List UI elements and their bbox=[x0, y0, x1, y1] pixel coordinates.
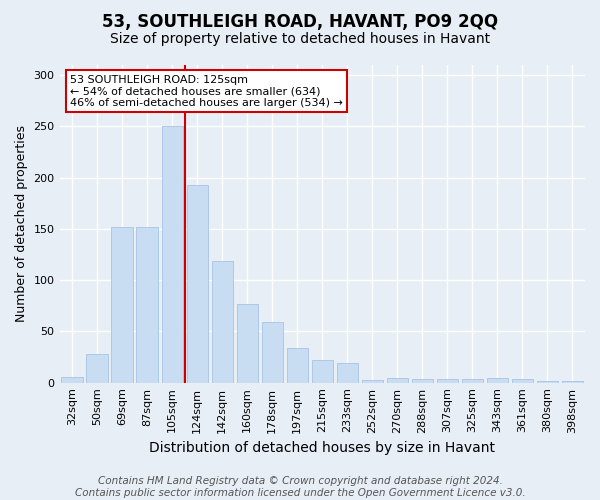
Bar bbox=[112, 227, 133, 382]
Bar bbox=[136, 227, 158, 382]
Bar bbox=[362, 380, 383, 382]
Text: 53 SOUTHLEIGH ROAD: 125sqm
← 54% of detached houses are smaller (634)
46% of sem: 53 SOUTHLEIGH ROAD: 125sqm ← 54% of deta… bbox=[70, 74, 343, 108]
Text: 53, SOUTHLEIGH ROAD, HAVANT, PO9 2QQ: 53, SOUTHLEIGH ROAD, HAVANT, PO9 2QQ bbox=[102, 12, 498, 30]
Text: Size of property relative to detached houses in Havant: Size of property relative to detached ho… bbox=[110, 32, 490, 46]
Bar bbox=[337, 363, 358, 382]
Bar bbox=[462, 378, 483, 382]
Bar bbox=[236, 304, 258, 382]
Text: Contains HM Land Registry data © Crown copyright and database right 2024.
Contai: Contains HM Land Registry data © Crown c… bbox=[74, 476, 526, 498]
Bar bbox=[311, 360, 333, 382]
Bar bbox=[537, 380, 558, 382]
Bar bbox=[387, 378, 408, 382]
X-axis label: Distribution of detached houses by size in Havant: Distribution of detached houses by size … bbox=[149, 441, 495, 455]
Bar bbox=[61, 376, 83, 382]
Bar bbox=[212, 260, 233, 382]
Bar bbox=[161, 126, 183, 382]
Bar bbox=[437, 378, 458, 382]
Bar bbox=[86, 354, 108, 382]
Y-axis label: Number of detached properties: Number of detached properties bbox=[15, 126, 28, 322]
Bar bbox=[287, 348, 308, 382]
Bar bbox=[512, 378, 533, 382]
Bar bbox=[487, 378, 508, 382]
Bar bbox=[187, 185, 208, 382]
Bar bbox=[262, 322, 283, 382]
Bar bbox=[562, 380, 583, 382]
Bar bbox=[412, 378, 433, 382]
